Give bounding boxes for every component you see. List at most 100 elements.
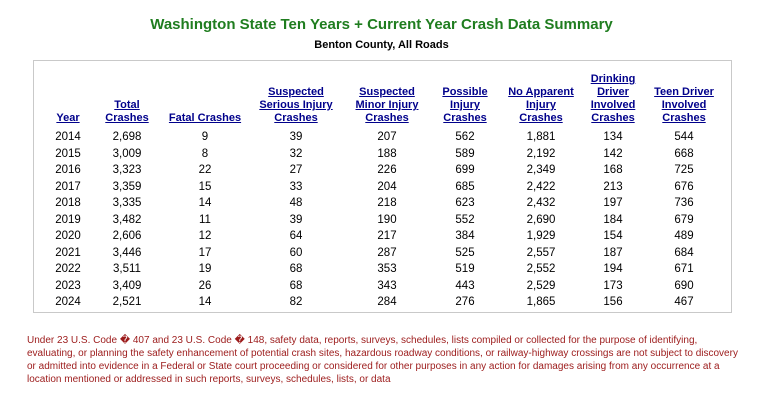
value-cell: 2,432 xyxy=(526,197,556,209)
value-cell: 173 xyxy=(603,279,623,292)
column-header-fatal-crashes[interactable]: Fatal Crashes xyxy=(168,112,242,124)
crash-table-body: 2014 2,698 9 39 207 562 1,881 134 544 2015 3,009 8 3… xyxy=(44,129,724,311)
year-cell: 2014 xyxy=(55,131,81,143)
value-cell: 3,482 xyxy=(112,213,142,226)
value-cell: 194 xyxy=(603,263,623,275)
value-cell: 2,606 xyxy=(112,230,142,242)
table-row: 2017 3,359 15 33 204 685 2,422 213 676 xyxy=(44,179,724,196)
value-cell: 187 xyxy=(603,246,623,259)
year-cell: 2022 xyxy=(55,263,81,275)
table-row: 2023 3,409 26 68 343 443 2,529 173 690 xyxy=(44,278,724,295)
value-cell: 14 xyxy=(198,296,212,308)
value-cell: 676 xyxy=(674,180,694,193)
legal-footnote: Under 23 U.S. Code � 407 and 23 U.S. Cod… xyxy=(27,335,738,385)
value-cell: 27 xyxy=(289,164,303,176)
value-cell: 1,865 xyxy=(526,296,556,308)
value-cell: 519 xyxy=(455,263,475,275)
value-cell: 11 xyxy=(199,213,211,226)
value-cell: 443 xyxy=(455,279,475,292)
value-cell: 276 xyxy=(455,296,475,308)
table-row: 2020 2,606 12 64 217 384 1,929 154 489 xyxy=(44,228,724,245)
column-header-year[interactable]: Year xyxy=(56,112,80,124)
value-cell: 207 xyxy=(377,131,397,143)
value-cell: 343 xyxy=(377,279,397,292)
value-cell: 489 xyxy=(674,230,694,242)
table-row: 2016 3,323 22 27 226 699 2,349 168 725 xyxy=(44,162,724,179)
value-cell: 39 xyxy=(289,213,303,226)
value-cell: 19 xyxy=(198,263,212,275)
value-cell: 2,557 xyxy=(526,246,556,259)
page-subtitle: Benton County, All Roads xyxy=(314,39,449,51)
value-cell: 226 xyxy=(377,164,397,176)
value-cell: 12 xyxy=(198,230,212,242)
column-header-possible-injury-crashes[interactable]: Possible Injury Crashes xyxy=(442,86,488,124)
year-cell: 2015 xyxy=(55,147,81,160)
value-cell: 15 xyxy=(198,180,212,193)
value-cell: 2,552 xyxy=(526,263,556,275)
value-cell: 168 xyxy=(603,164,623,176)
value-cell: 3,511 xyxy=(113,263,141,275)
value-cell: 32 xyxy=(289,147,303,160)
value-cell: 1,881 xyxy=(526,131,556,143)
year-cell: 2023 xyxy=(55,279,81,292)
value-cell: 684 xyxy=(674,246,694,259)
column-header-suspected-minor-injury-crashes[interactable]: Suspected Minor Injury Crashes xyxy=(355,86,419,124)
value-cell: 384 xyxy=(455,230,475,242)
value-cell: 2,529 xyxy=(526,279,556,292)
value-cell: 33 xyxy=(289,180,303,193)
value-cell: 3,323 xyxy=(112,164,142,176)
value-cell: 284 xyxy=(377,296,397,308)
value-cell: 142 xyxy=(603,147,623,160)
crash-table-container: Year Total Crashes Fatal Crashes Suspected … xyxy=(33,60,732,313)
value-cell: 589 xyxy=(455,147,475,160)
value-cell: 3,009 xyxy=(112,147,142,160)
year-cell: 2016 xyxy=(55,164,81,176)
value-cell: 26 xyxy=(198,279,212,292)
column-header-suspected-serious-injury-crashes[interactable]: Suspected Serious Injury Crashes xyxy=(259,86,333,124)
value-cell: 213 xyxy=(603,180,623,193)
year-cell: 2021 xyxy=(55,246,81,259)
value-cell: 204 xyxy=(377,180,397,193)
value-cell: 544 xyxy=(674,131,694,143)
value-cell: 82 xyxy=(289,296,303,308)
column-header-drinking-driver-involved-crashes[interactable]: Drinking Driver Involved Crashes xyxy=(590,73,636,124)
value-cell: 525 xyxy=(455,246,475,259)
year-cell: 2017 xyxy=(55,180,81,193)
value-cell: 690 xyxy=(674,279,694,292)
page-title: Washington State Ten Years + Current Yea… xyxy=(150,16,613,33)
value-cell: 68 xyxy=(289,263,303,275)
value-cell: 156 xyxy=(603,296,623,308)
value-cell: 668 xyxy=(674,147,694,160)
table-row: 2021 3,446 17 60 287 525 2,557 187 684 xyxy=(44,245,724,262)
year-cell: 2018 xyxy=(55,197,81,209)
value-cell: 679 xyxy=(674,213,694,226)
value-cell: 218 xyxy=(377,197,397,209)
value-cell: 353 xyxy=(377,263,397,275)
column-header-teen-driver-involved-crashes[interactable]: Teen Driver Involved Crashes xyxy=(654,86,714,124)
value-cell: 2,521 xyxy=(112,296,142,308)
value-cell: 17 xyxy=(198,246,212,259)
value-cell: 671 xyxy=(674,263,694,275)
column-header-total-crashes[interactable]: Total Crashes xyxy=(105,99,149,124)
value-cell: 9 xyxy=(201,131,209,143)
value-cell: 623 xyxy=(455,197,475,209)
value-cell: 184 xyxy=(603,213,623,226)
value-cell: 14 xyxy=(198,197,212,209)
year-cell: 2019 xyxy=(55,213,81,226)
value-cell: 699 xyxy=(455,164,475,176)
table-row: 2014 2,698 9 39 207 562 1,881 134 544 xyxy=(44,129,724,146)
value-cell: 188 xyxy=(377,147,397,160)
value-cell: 217 xyxy=(377,230,397,242)
value-cell: 64 xyxy=(289,230,303,242)
year-cell: 2020 xyxy=(55,230,81,242)
value-cell: 39 xyxy=(289,131,303,143)
header-row: Year Total Crashes Fatal Crashes Suspected … xyxy=(44,73,724,129)
value-cell: 2,698 xyxy=(112,131,142,143)
value-cell: 197 xyxy=(603,197,623,209)
value-cell: 190 xyxy=(377,213,397,226)
column-header-no-apparent-injury-crashes[interactable]: No Apparent Injury Crashes xyxy=(508,86,574,124)
table-row: 2022 3,511 19 68 353 519 2,552 194 671 xyxy=(44,261,724,278)
value-cell: 2,192 xyxy=(526,147,556,160)
value-cell: 3,409 xyxy=(112,279,142,292)
value-cell: 3,446 xyxy=(112,246,142,259)
